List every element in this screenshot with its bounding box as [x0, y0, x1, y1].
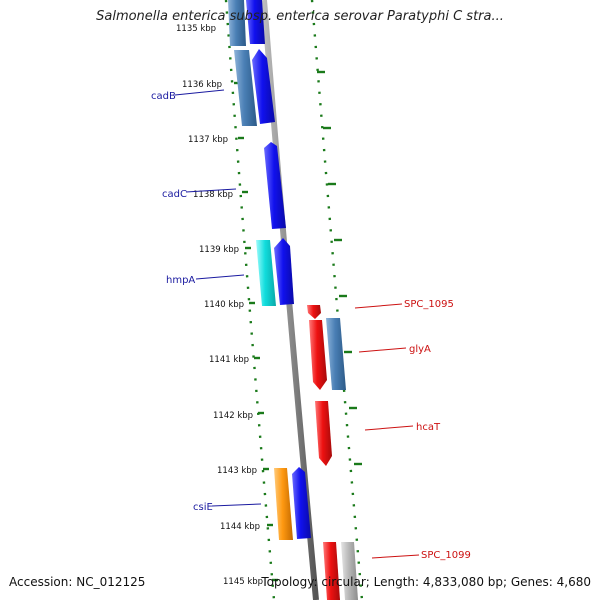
gene-feature-blue[interactable]: [252, 49, 275, 124]
kbp-label: 1136 kbp: [182, 80, 222, 90]
kbp-label: 1142 kbp: [213, 411, 253, 421]
leader-line: [364, 425, 414, 431]
genome-summary-label: Topology: circular; Length: 4,833,080 bp…: [261, 575, 591, 589]
inner-dotted-ring: [224, 0, 276, 600]
kbp-label: 1139 kbp: [199, 245, 239, 255]
kbp-labels: 1135 kbp 1136 kbp 1137 kbp 1138 kbp 1139…: [176, 24, 263, 587]
gene-features-right: [307, 305, 358, 600]
left-label-leaders: [174, 89, 262, 507]
gene-label-hmpA[interactable]: hmpA: [166, 275, 195, 286]
gene-feature-steel[interactable]: [234, 50, 257, 126]
kbp-label: 1140 kbp: [204, 300, 244, 310]
outer-dotted-ring: [310, 0, 364, 600]
leader-line: [185, 188, 237, 193]
leader-line: [358, 347, 407, 353]
kbp-label: 1143 kbp: [217, 466, 257, 476]
gene-features-left: [228, 0, 311, 540]
gene-feature-gray[interactable]: [341, 542, 358, 600]
kbp-label: 1135 kbp: [176, 24, 216, 34]
kbp-label: 1141 kbp: [209, 355, 249, 365]
kbp-label: 1138 kbp: [193, 190, 233, 200]
gene-feature-red[interactable]: [323, 542, 340, 600]
gene-feature-orange[interactable]: [274, 468, 293, 540]
gene-label-SPC_1095[interactable]: SPC_1095: [404, 299, 454, 310]
gene-label-glyA[interactable]: glyA: [409, 344, 431, 355]
gene-feature-blue[interactable]: [292, 467, 311, 539]
leader-line: [211, 503, 262, 507]
gene-label-hcaT[interactable]: hcaT: [416, 422, 441, 433]
gene-label-cadB[interactable]: cadB: [151, 91, 176, 102]
gene-feature-blue[interactable]: [246, 0, 265, 44]
leader-line: [195, 274, 245, 280]
accession-label: Accession: NC_012125: [9, 575, 146, 589]
gene-feature-steel[interactable]: [326, 318, 346, 390]
right-gene-labels: SPC_1095 glyA hcaT SPC_1099: [404, 299, 471, 561]
gene-label-csiE[interactable]: csiE: [193, 502, 213, 513]
gene-feature-red[interactable]: [309, 320, 327, 390]
kbp-label: 1145 kbp: [223, 577, 263, 587]
gene-feature-cyan[interactable]: [256, 240, 276, 306]
left-gene-labels: cadB cadC hmpA csiE: [151, 91, 213, 513]
leader-line: [354, 303, 403, 309]
gene-feature-red[interactable]: [307, 305, 321, 319]
outer-ring-dashes: [317, 70, 362, 466]
gene-label-cadC[interactable]: cadC: [162, 189, 187, 200]
leader-line: [174, 89, 225, 96]
gene-feature-steel[interactable]: [228, 0, 246, 46]
leader-line: [371, 554, 420, 559]
right-label-leaders: [354, 303, 420, 559]
gene-feature-blue[interactable]: [274, 238, 294, 305]
kbp-label: 1137 kbp: [188, 135, 228, 145]
gene-label-SPC_1099[interactable]: SPC_1099: [421, 550, 471, 561]
gene-feature-blue[interactable]: [264, 142, 286, 229]
map-title: Salmonella enterica subsp. enterica sero…: [96, 9, 504, 24]
kbp-label: 1144 kbp: [220, 522, 260, 532]
gene-feature-red[interactable]: [315, 401, 332, 466]
